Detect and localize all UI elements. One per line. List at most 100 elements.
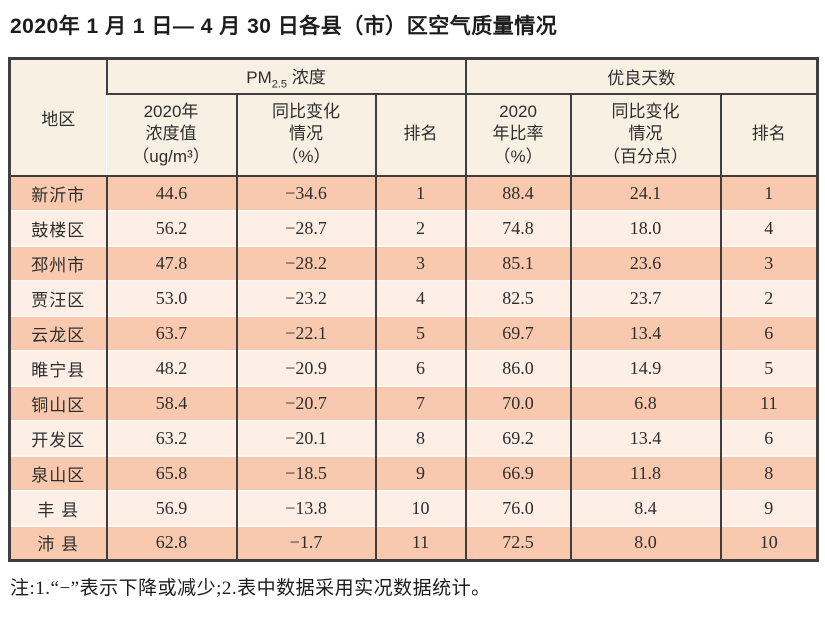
cell-pm-value: 56.9 (105, 489, 237, 526)
cell-region: 沛 县 (9, 524, 107, 561)
cell-pm-change: −20.7 (235, 384, 376, 421)
cell-pm-value: 63.7 (105, 314, 237, 351)
cell-pm-rank: 10 (374, 489, 466, 526)
cell-region: 云龙区 (9, 314, 107, 351)
cell-pm-value: 56.2 (105, 209, 237, 246)
col-header-pm-value: 2020年 浓度值 （ug/m³） (106, 93, 237, 177)
cell-pm-value: 58.4 (105, 384, 237, 421)
cell-good-ratio: 86.0 (464, 349, 571, 386)
cell-good-rank: 11 (719, 384, 818, 421)
cell-pm-rank: 4 (374, 279, 466, 316)
cell-pm-rank: 3 (374, 244, 466, 281)
cell-pm-value: 65.8 (105, 454, 237, 491)
cell-pm-rank: 1 (374, 175, 466, 211)
cell-pm-change: −13.8 (235, 489, 376, 526)
table-body: 新沂市 44.6 −34.6 1 88.4 24.1 1 鼓楼区 56.2 −2… (9, 175, 818, 561)
cell-pm-change: −28.7 (235, 209, 376, 246)
cell-good-ratio: 69.7 (464, 314, 571, 351)
table-row: 贾汪区 53.0 −23.2 4 82.5 23.7 2 (9, 279, 818, 316)
cell-pm-change: −18.5 (235, 454, 376, 491)
cell-good-ratio: 82.5 (464, 279, 571, 316)
cell-good-ratio: 70.0 (464, 384, 571, 421)
cell-region: 丰 县 (9, 489, 107, 526)
cell-good-rank: 3 (719, 244, 818, 281)
page: 2020年 1 月 1 日— 4 月 30 日各县（市）区空气质量情况 地区 P… (8, 15, 820, 599)
cell-pm-value: 53.0 (105, 279, 237, 316)
cell-good-change: 13.4 (569, 419, 721, 456)
cell-good-rank: 5 (719, 349, 818, 386)
table-row: 泉山区 65.8 −18.5 9 66.9 11.8 8 (9, 454, 818, 491)
cell-pm-change: −1.7 (235, 524, 376, 561)
cell-region: 睢宁县 (9, 349, 107, 386)
col-header-pm-change: 同比变化 情况 （%） (235, 93, 376, 177)
cell-good-rank: 10 (719, 524, 818, 561)
col-header-pm-rank: 排名 (374, 93, 466, 177)
cell-good-change: 8.4 (569, 489, 721, 526)
cell-good-rank: 4 (719, 209, 818, 246)
cell-pm-change: −34.6 (235, 175, 376, 211)
cell-good-change: 6.8 (569, 384, 721, 421)
cell-pm-rank: 5 (374, 314, 466, 351)
cell-pm-change: −20.9 (235, 349, 376, 386)
cell-good-ratio: 76.0 (464, 489, 571, 526)
cell-good-change: 13.4 (569, 314, 721, 351)
cell-pm-rank: 2 (374, 209, 466, 246)
col-header-good-ratio: 2020 年比率 （%） (464, 93, 571, 177)
cell-region: 泉山区 (9, 454, 107, 491)
table-row: 沛 县 62.8 −1.7 11 72.5 8.0 10 (9, 524, 818, 561)
cell-good-change: 23.7 (569, 279, 721, 316)
cell-pm-change: −23.2 (235, 279, 376, 316)
cell-pm-value: 63.2 (105, 419, 237, 456)
table-row: 丰 县 56.9 −13.8 10 76.0 8.4 9 (9, 489, 818, 526)
cell-pm-rank: 11 (374, 524, 466, 561)
cell-good-ratio: 74.8 (464, 209, 571, 246)
cell-good-ratio: 85.1 (464, 244, 571, 281)
col-header-good-rank: 排名 (719, 93, 818, 177)
cell-good-change: 11.8 (569, 454, 721, 491)
col-header-good-change: 同比变化 情况 （百分点） (569, 93, 721, 177)
cell-pm-value: 44.6 (105, 175, 237, 211)
cell-region: 贾汪区 (9, 279, 107, 316)
table-row: 云龙区 63.7 −22.1 5 69.7 13.4 6 (9, 314, 818, 351)
table-row: 新沂市 44.6 −34.6 1 88.4 24.1 1 (9, 175, 818, 211)
cell-pm-rank: 8 (374, 419, 466, 456)
cell-good-change: 24.1 (569, 175, 721, 211)
cell-region: 邳州市 (9, 244, 107, 281)
table-row: 睢宁县 48.2 −20.9 6 86.0 14.9 5 (9, 349, 818, 386)
pm25-label: PM2.5 浓度 (246, 67, 326, 90)
table-row: 开发区 63.2 −20.1 8 69.2 13.4 6 (9, 419, 818, 456)
cell-good-rank: 6 (719, 419, 818, 456)
cell-good-change: 14.9 (569, 349, 721, 386)
cell-good-ratio: 88.4 (464, 175, 571, 211)
table-row: 邳州市 47.8 −28.2 3 85.1 23.6 3 (9, 244, 818, 281)
cell-pm-value: 47.8 (105, 244, 237, 281)
cell-good-ratio: 69.2 (464, 419, 571, 456)
cell-pm-rank: 9 (374, 454, 466, 491)
footnote: 注:1.“−”表示下降或减少;2.表中数据采用实况数据统计。 (10, 578, 491, 599)
cell-good-change: 18.0 (569, 209, 721, 246)
cell-pm-value: 48.2 (105, 349, 237, 386)
cell-good-rank: 6 (719, 314, 818, 351)
table-row: 铜山区 58.4 −20.7 7 70.0 6.8 11 (9, 384, 818, 421)
cell-pm-change: −28.2 (235, 244, 376, 281)
cell-pm-rank: 6 (374, 349, 466, 386)
cell-good-ratio: 72.5 (464, 524, 571, 561)
cell-region: 铜山区 (9, 384, 107, 421)
cell-good-rank: 8 (719, 454, 818, 491)
col-header-region: 地区 (9, 58, 107, 177)
group-header-pm25: PM2.5 浓度 (105, 58, 466, 95)
cell-good-change: 23.6 (569, 244, 721, 281)
cell-region: 开发区 (9, 419, 107, 456)
table-row: 鼓楼区 56.2 −28.7 2 74.8 18.0 4 (9, 209, 818, 246)
group-header-row: 地区 PM2.5 浓度 优良天数 (9, 58, 818, 177)
air-quality-table: 地区 PM2.5 浓度 优良天数 2020年 浓度值 （ug/m³） 同比变化 … (8, 57, 820, 562)
sub-header-row: 2020年 浓度值 （ug/m³） 同比变化 情况 （%） 排名 2020 年比… (10, 93, 818, 177)
group-header-good-days: 优良天数 (464, 58, 818, 95)
cell-good-ratio: 66.9 (464, 454, 571, 491)
cell-good-rank: 2 (719, 279, 818, 316)
cell-region: 鼓楼区 (9, 209, 107, 246)
cell-region: 新沂市 (31, 185, 86, 205)
cell-pm-value: 62.8 (105, 524, 237, 561)
page-title: 2020年 1 月 1 日— 4 月 30 日各县（市）区空气质量情况 (10, 15, 558, 38)
table-header: 地区 PM2.5 浓度 优良天数 2020年 浓度值 （ug/m³） 同比变化 … (9, 58, 818, 177)
